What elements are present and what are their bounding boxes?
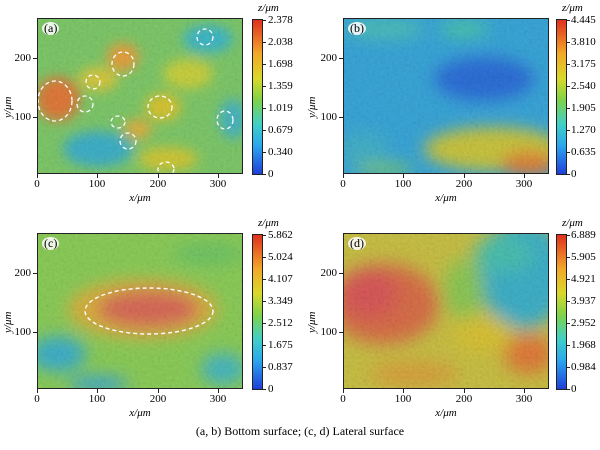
colorbar-tick: 0.837 bbox=[268, 361, 293, 373]
highlight-ellipse bbox=[84, 287, 214, 335]
panel-label: (b) bbox=[348, 21, 366, 35]
colorbar-tick: 0.340 bbox=[268, 146, 293, 158]
colorbar-tick: 0.679 bbox=[268, 124, 293, 136]
x-tick: 300 bbox=[515, 393, 533, 405]
x-axis-label: x/μm bbox=[435, 407, 457, 419]
x-tick: 200 bbox=[149, 178, 167, 190]
panel-a: (a) 0 100 200 300 x/μm 100 200 y/μm z/μm… bbox=[0, 0, 300, 212]
colorbar-tick: 1.359 bbox=[268, 80, 293, 92]
surface-map-d: (d) bbox=[343, 233, 549, 389]
colorbar-tick: 1.968 bbox=[571, 339, 596, 351]
colorbar-tick: 3.175 bbox=[571, 58, 596, 70]
colorbar-tick: 3.937 bbox=[571, 295, 596, 307]
y-axis-label: y/μm bbox=[2, 96, 14, 118]
y-axis-label: y/μm bbox=[2, 311, 14, 333]
colorbar-tick: 2.038 bbox=[268, 36, 293, 48]
colorbar-tick: 0.984 bbox=[571, 361, 596, 373]
panel-b: (b) 0 100 200 300 x/μm 100 200 y/μm z/μm… bbox=[300, 0, 600, 212]
y-tick: 100 bbox=[320, 111, 338, 123]
x-tick: 200 bbox=[455, 178, 473, 190]
colorbar-unit: z/μm bbox=[258, 2, 279, 14]
x-tick: 100 bbox=[394, 393, 412, 405]
colorbar bbox=[252, 234, 263, 390]
surface-map-c: (c) bbox=[37, 233, 243, 389]
colorbar-tick: 4.921 bbox=[571, 273, 596, 285]
colorbar-tick: 3.349 bbox=[268, 295, 293, 307]
colorbar-tick: 0 bbox=[268, 168, 274, 180]
y-tick: 200 bbox=[320, 267, 338, 279]
colorbar bbox=[556, 19, 567, 175]
colorbar bbox=[556, 234, 567, 390]
colorbar bbox=[252, 19, 263, 175]
panel-d: (d) 0 100 200 300 x/μm 100 200 y/μm z/μm… bbox=[300, 215, 600, 427]
x-tick: 100 bbox=[88, 178, 106, 190]
colorbar-tick: 1.675 bbox=[268, 339, 293, 351]
y-tick: 200 bbox=[14, 267, 32, 279]
y-axis-label: y/μm bbox=[306, 96, 318, 118]
panel-label: (d) bbox=[348, 236, 366, 250]
colorbar-unit: z/μm bbox=[258, 217, 279, 229]
x-tick: 100 bbox=[394, 178, 412, 190]
y-tick: 100 bbox=[14, 111, 32, 123]
x-tick: 200 bbox=[455, 393, 473, 405]
colorbar-tick: 3.810 bbox=[571, 36, 596, 48]
colorbar-tick: 0 bbox=[571, 168, 577, 180]
highlight-circles bbox=[38, 28, 234, 173]
surface-map-a: (a) bbox=[37, 18, 243, 174]
x-axis-label: x/μm bbox=[129, 407, 151, 419]
colorbar-tick: 4.107 bbox=[268, 273, 293, 285]
x-axis-label: x/μm bbox=[435, 192, 457, 204]
panel-c: (c) 0 100 200 300 x/μm 100 200 y/μm z/μm… bbox=[0, 215, 300, 427]
colorbar-tick: 2.540 bbox=[571, 80, 596, 92]
colorbar-tick: 0 bbox=[571, 383, 577, 395]
colorbar-tick: 4.445 bbox=[571, 14, 596, 26]
x-tick: 300 bbox=[209, 178, 227, 190]
colorbar-unit: z/μm bbox=[562, 217, 583, 229]
colorbar-tick: 1.019 bbox=[268, 102, 293, 114]
x-axis-label: x/μm bbox=[129, 192, 151, 204]
x-tick: 100 bbox=[88, 393, 106, 405]
colorbar-tick: 1.905 bbox=[571, 102, 596, 114]
colorbar-tick: 5.862 bbox=[268, 229, 293, 241]
colorbar-tick: 2.512 bbox=[268, 317, 293, 329]
y-tick: 100 bbox=[14, 326, 32, 338]
colorbar-tick: 2.378 bbox=[268, 14, 293, 26]
x-tick: 200 bbox=[149, 393, 167, 405]
figure-caption: (a, b) Bottom surface; (c, d) Lateral su… bbox=[195, 424, 405, 438]
colorbar-tick: 2.952 bbox=[571, 317, 596, 329]
y-tick: 200 bbox=[14, 52, 32, 64]
colorbar-tick: 0 bbox=[268, 383, 274, 395]
colorbar-tick: 1.270 bbox=[571, 124, 596, 136]
colorbar-unit: z/μm bbox=[562, 2, 583, 14]
x-tick: 0 bbox=[340, 178, 346, 190]
colorbar-tick: 6.889 bbox=[571, 229, 596, 241]
x-tick: 0 bbox=[340, 393, 346, 405]
surface-map-b: (b) bbox=[343, 18, 549, 174]
colorbar-tick: 5.905 bbox=[571, 251, 596, 263]
colorbar-tick: 5.024 bbox=[268, 251, 293, 263]
x-tick: 300 bbox=[209, 393, 227, 405]
panel-label: (a) bbox=[42, 21, 60, 35]
x-tick: 0 bbox=[34, 393, 40, 405]
colorbar-tick: 0.635 bbox=[571, 146, 596, 158]
x-tick: 300 bbox=[515, 178, 533, 190]
x-tick: 0 bbox=[34, 178, 40, 190]
y-tick: 100 bbox=[320, 326, 338, 338]
panel-label: (c) bbox=[42, 236, 60, 250]
y-tick: 200 bbox=[320, 52, 338, 64]
y-axis-label: y/μm bbox=[306, 311, 318, 333]
colorbar-tick: 1.698 bbox=[268, 58, 293, 70]
